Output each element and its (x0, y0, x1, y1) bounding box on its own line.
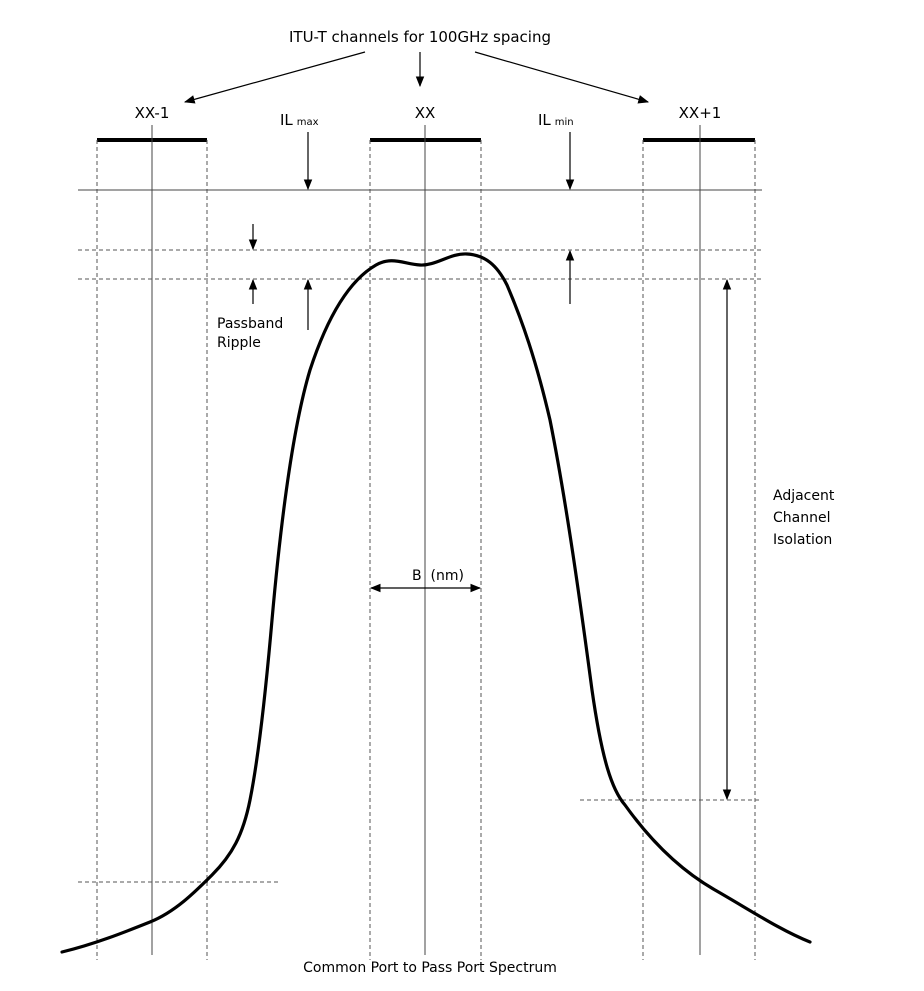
adjacent-isolation-label: Adjacent Channel Isolation (773, 488, 839, 548)
passband-ripple-arrows (248, 224, 575, 330)
diagram-title: ITU-T channels for 100GHz spacing (289, 28, 551, 46)
channel-label-xx-plus-1: XX+1 (679, 104, 722, 122)
channel-label-xx: XX (415, 104, 436, 122)
channel-label-xx-minus-1: XX-1 (135, 104, 170, 122)
diagram-caption: Common Port to Pass Port Spectrum (303, 960, 557, 976)
il-min-label: IL min (538, 111, 574, 129)
bandwidth-label: B (nm) (412, 568, 464, 584)
horizontal-reference-lines (78, 189, 762, 883)
passband-ripple-label: Passband Ripple (217, 316, 288, 351)
spectrum-curve (60, 252, 812, 954)
channel-edge-guides (96, 140, 756, 960)
il-max-label: IL max (280, 111, 319, 129)
title-arrows (183, 51, 650, 104)
